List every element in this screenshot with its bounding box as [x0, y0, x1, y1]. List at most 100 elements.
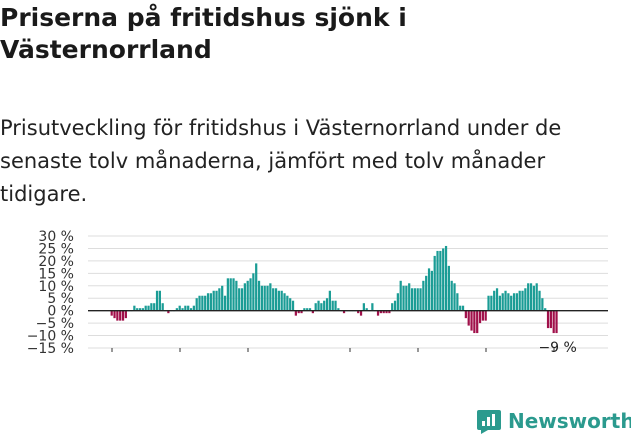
bar [255, 263, 258, 311]
bar [337, 308, 340, 311]
bar [260, 285, 263, 311]
bar [300, 310, 303, 314]
bar [181, 308, 184, 311]
bar [110, 310, 113, 316]
bar [235, 280, 238, 311]
x-tick-label: 2012 [93, 358, 131, 361]
bar [433, 255, 436, 311]
bar [221, 285, 224, 311]
bar [334, 300, 337, 311]
bar [325, 298, 329, 311]
bar [286, 295, 289, 311]
bar [422, 280, 425, 311]
bar [328, 290, 331, 311]
bar [158, 290, 161, 311]
bar [294, 310, 297, 316]
bar [493, 290, 496, 311]
bar [515, 293, 518, 311]
chart-subtitle: Prisutveckling för fritidshus i Västerno… [0, 116, 562, 206]
bar [116, 310, 119, 321]
x-tick-label: 2019 [331, 358, 369, 361]
bar [138, 308, 142, 311]
y-tick-label: 20 % [38, 254, 74, 270]
bar [399, 280, 402, 311]
y-tick-label: −15 % [27, 341, 74, 357]
bar [147, 305, 150, 311]
bar [388, 310, 391, 314]
bar [385, 310, 388, 314]
bar [532, 285, 535, 311]
bar [206, 293, 210, 311]
bar [198, 295, 201, 311]
bar [249, 278, 252, 311]
bar [113, 310, 116, 319]
bar [484, 310, 487, 321]
bar [161, 303, 164, 311]
bar [189, 308, 193, 311]
bar [204, 295, 207, 311]
bar [317, 300, 320, 311]
bar [272, 288, 275, 311]
bar [436, 250, 439, 311]
bar [175, 308, 178, 311]
bar [133, 305, 136, 311]
bar [527, 283, 530, 311]
bar [467, 310, 470, 326]
bar [314, 303, 317, 311]
bar [192, 305, 195, 311]
bar [263, 285, 266, 311]
y-tick-label: 10 % [38, 279, 74, 295]
bar [121, 310, 125, 321]
bar [240, 288, 244, 311]
bar [382, 310, 385, 314]
bar [303, 308, 306, 311]
bar [535, 283, 538, 311]
bar [447, 265, 450, 311]
bar [153, 303, 156, 311]
bar [507, 293, 510, 311]
bar [291, 300, 295, 311]
bar [555, 310, 558, 334]
bar-chart: 30 %25 %20 %15 %10 %5 %0 %−5 %−10 %−15 %… [27, 229, 608, 361]
bar [274, 288, 278, 311]
bar [521, 290, 524, 311]
y-tick-label: 0 % [47, 304, 74, 320]
x-tick-label: 2021 [399, 358, 437, 361]
bar [464, 310, 467, 319]
bar [209, 293, 212, 311]
bar [461, 305, 465, 311]
bar [150, 303, 153, 311]
bar [280, 290, 283, 311]
bar [487, 295, 490, 311]
bar [218, 288, 221, 311]
x-axis-ticks: 2012 2014 2016 2019 2021 2023 2025 [93, 348, 573, 361]
bar [405, 285, 408, 311]
bar [430, 270, 433, 311]
bar [226, 278, 229, 311]
bar [246, 280, 249, 311]
bar [257, 280, 261, 311]
bar [331, 300, 334, 311]
bar [167, 310, 170, 314]
x-tick-label: 2025 [535, 358, 573, 361]
bar [155, 290, 159, 311]
bar [311, 310, 314, 314]
bar [524, 288, 527, 311]
bar [476, 310, 479, 334]
bar [453, 283, 456, 311]
bar [379, 310, 382, 314]
y-tick-label: 30 % [38, 229, 74, 245]
bar [136, 308, 139, 311]
bar [141, 308, 144, 311]
bar [393, 300, 397, 311]
bar [410, 288, 414, 311]
bar [459, 305, 462, 311]
bar [277, 290, 280, 311]
bar [444, 245, 448, 311]
bar [518, 290, 521, 311]
bar [498, 295, 501, 311]
bar [510, 295, 513, 311]
bar [552, 310, 555, 334]
bar [439, 250, 442, 311]
chart-title: Priserna på fritidshus sjönk i Västernor… [0, 3, 407, 64]
